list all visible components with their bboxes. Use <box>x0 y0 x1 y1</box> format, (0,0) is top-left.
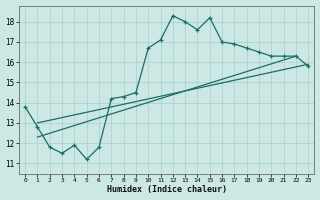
X-axis label: Humidex (Indice chaleur): Humidex (Indice chaleur) <box>107 185 227 194</box>
